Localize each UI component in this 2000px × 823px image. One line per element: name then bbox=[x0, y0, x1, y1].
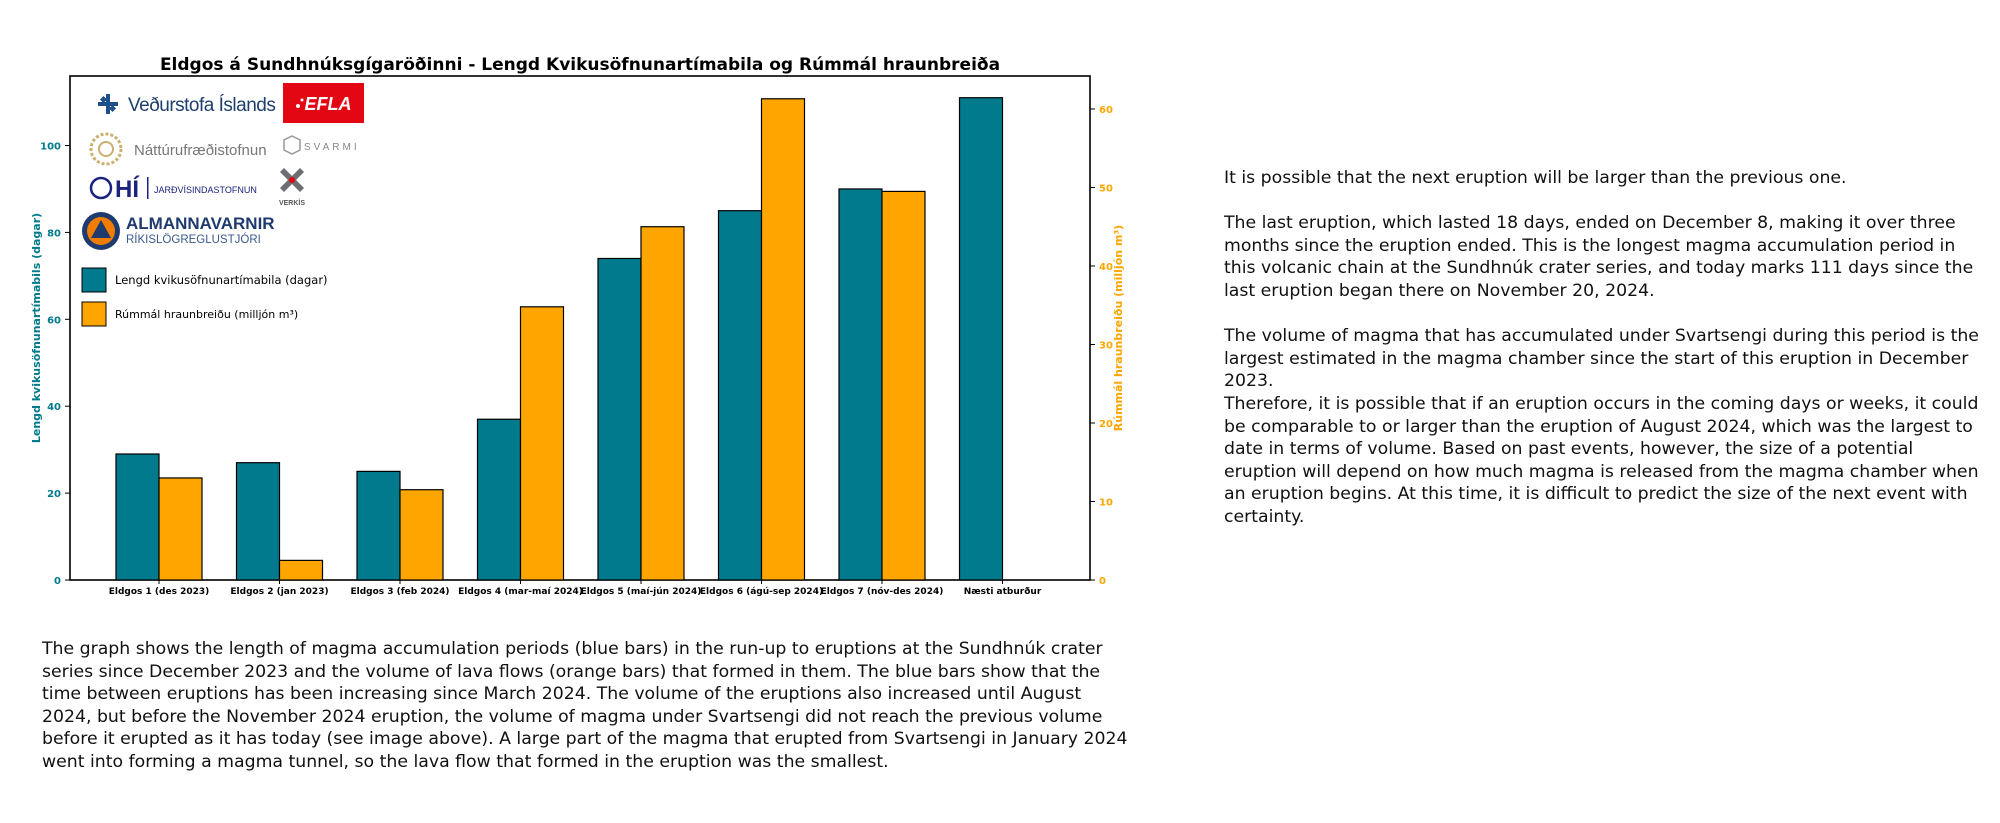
logo-efla: EFLA bbox=[283, 83, 364, 123]
side-text: It is possible that the next eruption wi… bbox=[1224, 167, 1984, 529]
legend-label-volume: Rúmmál hraunbreiðu (milljón m³) bbox=[115, 308, 298, 321]
natturu-logo-text: Náttúrufræðistofnun bbox=[134, 142, 267, 159]
y2-tick-label-0: 0 bbox=[1099, 576, 1106, 587]
bar-days-4 bbox=[476, 418, 522, 581]
y-tick-label-0: 0 bbox=[54, 576, 61, 587]
bar-volume-2 bbox=[278, 559, 324, 581]
x-tick-label-2: Eldgos 2 (jan 2023) bbox=[230, 587, 328, 597]
y2-tick-label-40: 40 bbox=[1099, 262, 1113, 273]
side-paragraph-4: Therefore, it is possible that if an eru… bbox=[1224, 393, 1979, 527]
svarmi-logo-text: SVARMI bbox=[304, 142, 360, 153]
bar-days-7 bbox=[838, 188, 883, 581]
rikislog-logo-text: RÍKISLÖGREGLUSTJÓRI bbox=[126, 233, 261, 246]
logo-vedurstofa: Veðurstofa Íslands bbox=[98, 94, 276, 116]
y-tick-label-20: 20 bbox=[47, 489, 61, 500]
bar-days-6 bbox=[717, 210, 763, 581]
chart-title: Eldgos á Sundhnúksgígaröðinni - Lengd Kv… bbox=[160, 55, 1000, 75]
side-paragraph-3: The volume of magma that has accumulated… bbox=[1224, 326, 1979, 392]
jardvisinda-logo-text: JARÐVÍSINDASTOFNUN bbox=[154, 185, 257, 195]
x-tick-label-3: Eldgos 3 (feb 2024) bbox=[350, 587, 449, 597]
x-tick-label-1: Eldgos 1 (des 2023) bbox=[109, 587, 210, 597]
efla-logo-text: EFLA bbox=[305, 94, 352, 114]
bar-days-5 bbox=[597, 257, 642, 581]
x-tick-label-8: Næsti atburður bbox=[964, 587, 1042, 597]
bar-days-3 bbox=[356, 470, 401, 581]
legend-swatch-days bbox=[81, 267, 107, 293]
x-tick-label-7: Eldgos 7 (nóv-des 2024) bbox=[821, 586, 944, 597]
logo-almannavarnir: ALMANNAVARNIR RÍKISLÖGREGLUSTJÓRI bbox=[82, 212, 275, 250]
verkis-logo-text: VERKÍS bbox=[279, 198, 305, 207]
y2-tick-label-10: 10 bbox=[1099, 497, 1113, 508]
y2-tick-label-60: 60 bbox=[1099, 105, 1113, 116]
y2-tick-label-20: 20 bbox=[1099, 419, 1113, 430]
eruption-chart: Eldgos á Sundhnúksgígaröðinni - Lengd Kv… bbox=[30, 55, 1125, 597]
legend-label-days: Lengd kvikusöfnunartímabila (dagar) bbox=[115, 273, 328, 287]
bar-volume-1 bbox=[158, 477, 203, 581]
vedurstofa-icon bbox=[98, 94, 118, 114]
bar-volume-6 bbox=[760, 98, 806, 581]
bar-days-2 bbox=[235, 462, 281, 581]
legend: Lengd kvikusöfnunartímabila (dagar) Rúmm… bbox=[81, 267, 328, 327]
x-tick-label-6: Eldgos 6 (ágú-sep 2024) bbox=[700, 587, 823, 597]
x-tick-label-5: Eldgos 5 (maí-jún 2024) bbox=[581, 587, 702, 597]
hi-icon bbox=[89, 176, 113, 200]
verkis-icon bbox=[280, 168, 304, 192]
natturu-icon bbox=[89, 132, 123, 166]
logo-verkis: VERKÍS bbox=[279, 168, 305, 207]
bar-volume-5 bbox=[640, 226, 685, 581]
side-paragraph-2: The last eruption, which lasted 18 days,… bbox=[1224, 213, 1974, 301]
y2-axis-label: Rúmmál hraunbreiðu (milljón m³) bbox=[1112, 225, 1125, 431]
bar-volume-3 bbox=[399, 489, 444, 581]
bar-days-1 bbox=[115, 453, 160, 581]
almannavarnir-logo-text: ALMANNAVARNIR bbox=[126, 214, 275, 233]
y2-tick-label-50: 50 bbox=[1099, 183, 1113, 194]
almannavarnir-icon bbox=[82, 212, 120, 250]
hi-logo-mark: HÍ bbox=[115, 175, 140, 203]
y2-tick-label-30: 30 bbox=[1099, 340, 1113, 351]
y-tick-label-60: 60 bbox=[47, 315, 61, 326]
svarmi-icon bbox=[283, 135, 301, 155]
y-tick-label-100: 100 bbox=[40, 142, 61, 153]
side-paragraph-1: It is possible that the next eruption wi… bbox=[1224, 168, 1847, 188]
chart-caption: The graph shows the length of magma accu… bbox=[42, 638, 1132, 774]
logo-hi: HÍ JARÐVÍSINDASTOFNUN bbox=[89, 175, 257, 203]
y-tick-label-80: 80 bbox=[47, 228, 61, 239]
logo-svarmi: SVARMI bbox=[283, 135, 360, 155]
vedurstofa-logo-text: Veðurstofa Íslands bbox=[128, 95, 275, 116]
logo-natturu: Náttúrufræðistofnun bbox=[89, 132, 267, 166]
bar-volume-7 bbox=[881, 190, 926, 581]
bar-volume-4 bbox=[519, 306, 565, 581]
y-tick-label-40: 40 bbox=[47, 402, 61, 413]
legend-swatch-volume bbox=[81, 301, 107, 327]
caption-text: The graph shows the length of magma accu… bbox=[42, 639, 1128, 772]
y-axis-label: Lengd kvikusöfnunartímabils (dagar) bbox=[30, 213, 43, 443]
plot-frame bbox=[69, 75, 1091, 581]
x-tick-label-4: Eldgos 4 (mar-maí 2024) bbox=[458, 587, 583, 597]
bar-days-8 bbox=[958, 97, 1004, 581]
